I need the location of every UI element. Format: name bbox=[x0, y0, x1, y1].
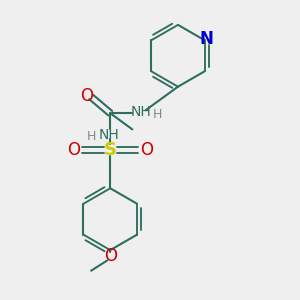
Text: H: H bbox=[153, 108, 162, 121]
Text: N: N bbox=[199, 30, 213, 48]
Text: O: O bbox=[80, 86, 93, 104]
Text: NH: NH bbox=[131, 105, 152, 119]
Text: O: O bbox=[104, 247, 117, 265]
Text: O: O bbox=[140, 141, 153, 159]
Text: S: S bbox=[104, 141, 117, 159]
Text: O: O bbox=[68, 141, 80, 159]
Text: NH: NH bbox=[98, 128, 119, 142]
Text: H: H bbox=[86, 130, 96, 143]
